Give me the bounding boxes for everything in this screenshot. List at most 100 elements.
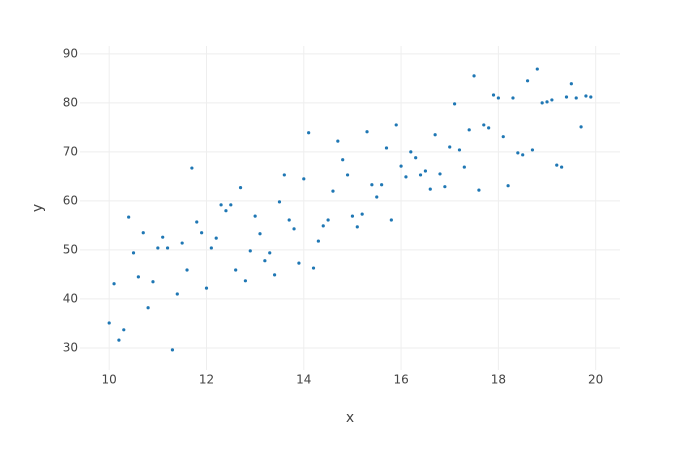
point [560, 165, 564, 169]
point [219, 203, 223, 207]
point [297, 261, 301, 265]
point [200, 231, 204, 235]
point [506, 184, 510, 188]
point [141, 231, 145, 235]
x-tick-label: 20 [588, 373, 603, 387]
point [394, 123, 398, 127]
point [112, 282, 116, 286]
point [525, 79, 530, 83]
point [375, 195, 379, 199]
point [243, 279, 248, 283]
point [380, 183, 384, 187]
point [307, 131, 311, 135]
point [579, 125, 583, 129]
point [190, 166, 194, 170]
y-tick-label: 50 [63, 242, 78, 256]
point [467, 128, 471, 132]
point [423, 169, 428, 173]
point [501, 135, 505, 139]
point [365, 130, 369, 134]
y-tick-label: 30 [63, 340, 78, 354]
point [535, 67, 539, 71]
point [204, 286, 209, 290]
point [165, 246, 170, 250]
point [248, 249, 252, 253]
point [443, 185, 447, 189]
point [448, 145, 452, 149]
point [477, 188, 481, 192]
point [151, 280, 155, 284]
x-tick-label: 12 [199, 373, 214, 387]
point [258, 232, 262, 236]
point [555, 163, 559, 167]
point [107, 321, 111, 325]
point [224, 209, 228, 213]
point [282, 173, 286, 177]
y-tick-label: 80 [63, 95, 78, 109]
point [268, 251, 272, 255]
point [457, 148, 462, 152]
point [491, 93, 496, 97]
point [404, 175, 408, 179]
point [389, 218, 393, 222]
point [175, 292, 179, 296]
point [409, 150, 413, 154]
point [521, 153, 525, 157]
point [355, 225, 359, 229]
point [302, 177, 306, 181]
point [516, 151, 520, 155]
point [345, 173, 350, 177]
point [370, 183, 374, 187]
point [180, 241, 184, 245]
point [209, 246, 213, 250]
point [569, 82, 573, 86]
point [146, 306, 150, 310]
point [122, 328, 126, 332]
point [161, 235, 165, 239]
point [540, 101, 544, 105]
point [277, 200, 282, 204]
point [418, 173, 423, 177]
point [482, 123, 486, 127]
point [238, 186, 243, 190]
point [399, 164, 403, 168]
point [136, 275, 140, 279]
point [253, 214, 257, 218]
point [545, 100, 549, 104]
point [360, 212, 364, 216]
point [117, 338, 121, 342]
point [331, 189, 335, 193]
point [131, 251, 136, 255]
point [195, 220, 199, 224]
y-tick-label: 90 [63, 46, 78, 60]
point [433, 133, 437, 137]
point [341, 158, 345, 162]
point [350, 214, 355, 218]
point [574, 96, 578, 100]
point [127, 215, 131, 219]
point [321, 224, 325, 228]
point [156, 246, 160, 250]
point [229, 203, 233, 207]
point [564, 95, 569, 99]
point [384, 146, 389, 150]
point [336, 139, 340, 143]
y-tick-label: 40 [63, 291, 78, 305]
point [311, 266, 316, 270]
point [438, 172, 442, 176]
point [589, 95, 593, 99]
point [511, 96, 515, 100]
x-tick-label: 14 [296, 373, 311, 387]
y-tick-label: 70 [63, 144, 78, 158]
point [550, 98, 554, 102]
point [214, 236, 218, 240]
x-axis-title: x [346, 410, 354, 426]
point [185, 268, 189, 272]
x-tick-label: 18 [491, 373, 506, 387]
point [452, 102, 457, 106]
point [287, 218, 291, 222]
point [414, 156, 418, 160]
point [170, 348, 175, 352]
